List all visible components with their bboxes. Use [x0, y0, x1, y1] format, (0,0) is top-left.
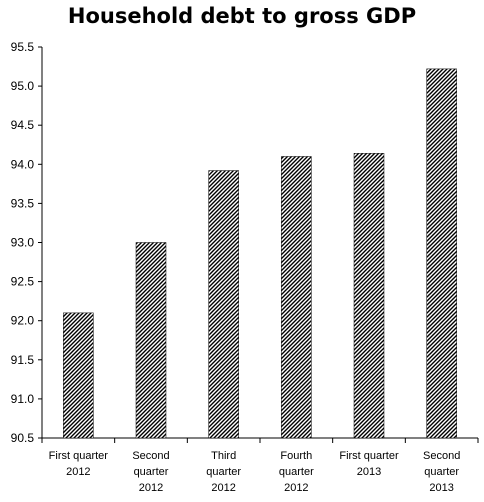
y-tick-label: 95.5 — [11, 40, 35, 54]
x-tick-label-line: 2012 — [139, 482, 163, 494]
x-tick-label: Second quarter 2012 — [132, 450, 169, 494]
y-axis: 90.5 91.0 91.5 92.0 92.5 93.0 93.5 94.0 94.5 95.0… — [11, 40, 43, 445]
chart-title: Household debt to gross GDP — [67, 4, 417, 28]
x-tick-label-line: 2012 — [284, 482, 308, 494]
bars — [63, 68, 457, 439]
bar — [135, 242, 167, 439]
x-tick-label: Third quarter 2012 — [206, 450, 241, 494]
x-tick-label-line: quarter — [134, 466, 169, 478]
y-tick-label: 93.5 — [11, 196, 35, 210]
y-tick-label: 94.5 — [11, 118, 35, 132]
bar — [426, 68, 457, 439]
y-tick-label: 90.5 — [11, 431, 35, 445]
y-tick-label: 91.5 — [11, 353, 35, 367]
x-tick-label: First quarter 2013 — [339, 450, 399, 478]
x-tick-label-line: quarter — [279, 466, 314, 478]
x-tick-label-line: 2012 — [66, 466, 90, 478]
bar — [281, 156, 312, 439]
bar — [353, 153, 385, 439]
x-tick-label: Second quarter 2013 — [423, 450, 460, 494]
x-tick-label-line: 2013 — [357, 466, 381, 478]
x-tick-label-line: Fourth — [280, 450, 312, 462]
y-tick-label: 95.0 — [11, 79, 35, 93]
x-axis: First quarter 2012 Second quarter 2012 Third q… — [41, 437, 479, 494]
x-tick-label-line: 2012 — [211, 482, 235, 494]
y-tick-label: 94.0 — [11, 157, 35, 171]
x-tick-label-line: Second — [423, 450, 460, 462]
x-tick-label: First quarter 2012 — [49, 450, 109, 478]
y-tick-label: 93.0 — [11, 236, 35, 250]
y-tick-label: 92.5 — [11, 275, 35, 289]
x-tick-label-line: Second — [132, 450, 169, 462]
bar — [63, 312, 94, 439]
x-tick-label-line: Third — [211, 450, 236, 462]
x-tick-label-line: 2013 — [429, 482, 453, 494]
y-tick-label: 91.0 — [11, 392, 35, 406]
y-tick-label: 92.0 — [11, 314, 35, 328]
x-tick-label-line: First quarter — [339, 450, 399, 462]
x-tick-label-line: quarter — [424, 466, 459, 478]
x-tick-label: Fourth quarter 2012 — [279, 450, 314, 494]
bar — [208, 170, 239, 439]
x-tick-label-line: First quarter — [49, 450, 109, 462]
x-tick-label-line: quarter — [206, 466, 241, 478]
